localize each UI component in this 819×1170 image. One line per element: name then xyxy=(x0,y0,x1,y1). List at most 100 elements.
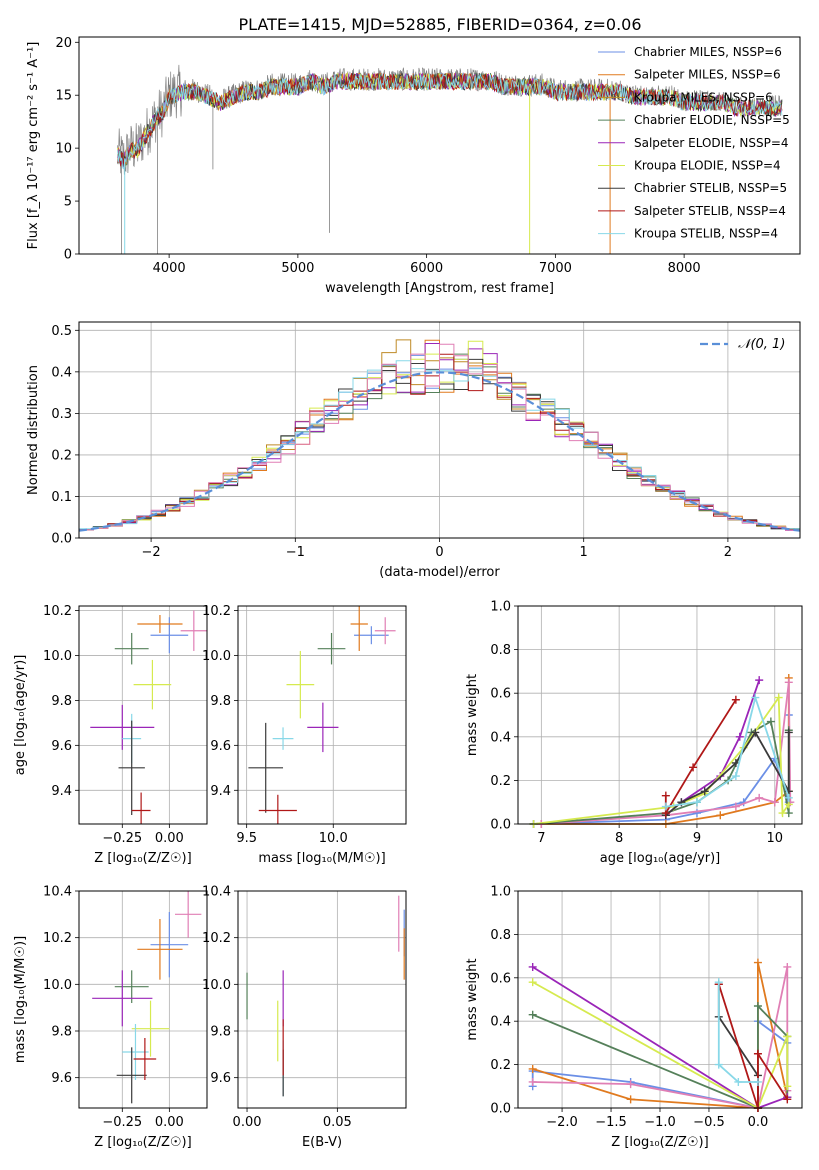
y-tick-label: 10.4 xyxy=(43,885,72,900)
x-tick-label: −0.25 xyxy=(102,831,142,846)
y-tick-label: 9.8 xyxy=(210,694,231,709)
mass-vs-ebv-x-axis-label: E(B-V) xyxy=(302,1135,342,1150)
legend-label-normal: 𝒩(0, 1) xyxy=(738,337,785,352)
x-tick-label: −1.5 xyxy=(595,1115,627,1130)
residuals-axes: −2 −1 0 1 2 0.0 0.1 0.2 0.3 0.4 0.5 xyxy=(51,322,800,560)
series-marker xyxy=(753,958,762,967)
y-tick-label: 9.8 xyxy=(51,1025,72,1040)
y-tick-label: 10.0 xyxy=(202,978,231,993)
age-vs-Z-y-axis-label: age [log₁₀(age/yr)] xyxy=(13,655,28,776)
spectrum-model-kroupa-stelib xyxy=(117,72,783,170)
series-marker xyxy=(774,693,783,702)
series-marker xyxy=(753,1077,762,1086)
series-marker xyxy=(661,802,670,811)
y-tick-label: 15 xyxy=(55,89,72,104)
massweight-vs-age-series xyxy=(529,673,795,828)
x-tick-label: 0.00 xyxy=(155,1115,184,1130)
series-marker xyxy=(755,793,764,802)
spectrum-x-axis-label: wavelength [Angstrom, rest frame] xyxy=(325,281,554,296)
y-tick-label: 10 xyxy=(55,142,72,157)
x-tick-label: 7 xyxy=(537,831,545,846)
age-vs-Z-points xyxy=(90,610,207,824)
x-tick-label: −2.0 xyxy=(546,1115,578,1130)
series-marker xyxy=(784,793,793,802)
y-tick-label: 10.2 xyxy=(43,931,72,946)
spectrum-axes: 4000 5000 6000 7000 8000 0 5 10 15 20 xyxy=(55,36,700,276)
series-marker xyxy=(528,978,537,987)
y-tick-label: 0.8 xyxy=(490,643,511,658)
series-marker xyxy=(751,693,760,702)
spectrum-y-axis-label: Flux [f_λ 10⁻¹⁷ erg cm⁻² s⁻¹ A⁻¹] xyxy=(26,42,41,250)
y-tick-label: 0.4 xyxy=(490,730,511,745)
figure-title: PLATE=1415, MJD=52885, FIBERID=0364, z=0… xyxy=(238,15,641,34)
y-tick-label: 0.8 xyxy=(490,928,511,943)
series-line-kroupa-elodie xyxy=(532,981,789,1110)
x-tick-label: 0.00 xyxy=(155,831,184,846)
age-vs-mass-axes: 9.5 10.0 9.4 9.6 9.8 10.0 10.2 xyxy=(202,604,406,846)
series-marker xyxy=(753,1002,762,1011)
series-marker xyxy=(714,978,723,987)
massweight-vs-age-axes: 7 8 9 10 0.0 0.2 0.4 0.6 0.8 1.0 xyxy=(490,600,802,846)
series-marker xyxy=(731,772,740,781)
age-vs-mass-x-axis-label: mass [log₁₀(M/M☉)] xyxy=(258,851,385,866)
massweight-vs-Z-x-axis-label: Z [log₁₀(Z/Z☉)] xyxy=(611,1135,708,1150)
mass-vs-ebv-points xyxy=(246,895,405,1097)
residual-histograms xyxy=(79,339,800,533)
x-tick-label: 6000 xyxy=(410,261,443,276)
mass-vs-Z-frame xyxy=(78,890,208,1109)
y-tick-label: 0 xyxy=(64,248,72,263)
x-tick-label: −0.25 xyxy=(102,1115,142,1130)
mass-vs-Z-points xyxy=(92,891,202,1104)
series-marker xyxy=(735,732,744,741)
series-marker xyxy=(753,1049,762,1058)
y-tick-label: 9.8 xyxy=(51,694,72,709)
y-tick-label: 10.2 xyxy=(43,604,72,619)
x-tick-label: 0.0 xyxy=(748,1115,769,1130)
x-tick-label: 8000 xyxy=(668,261,701,276)
age-vs-Z-frame xyxy=(78,605,208,825)
mass-vs-Z-y-axis-label: mass [log₁₀(M/M☉)] xyxy=(13,936,28,1063)
y-tick-label: 0.2 xyxy=(490,1058,511,1073)
y-tick-label: 10.0 xyxy=(202,649,231,664)
x-tick-label: 4000 xyxy=(153,261,186,276)
y-tick-label: 0.4 xyxy=(490,1015,511,1030)
legend-label: Kroupa MILES, NSSP=6 xyxy=(634,90,773,104)
series-marker xyxy=(528,1010,537,1019)
y-tick-label: 10.2 xyxy=(202,604,231,619)
y-tick-label: 10.0 xyxy=(43,978,72,993)
series-marker xyxy=(778,809,787,818)
spectrum-frame xyxy=(78,36,801,255)
massweight-vs-age-x-axis-label: age [log₁₀(age/yr)] xyxy=(600,851,721,866)
massweight-vs-age-frame xyxy=(517,605,803,825)
x-tick-label: 0 xyxy=(435,545,443,560)
legend-label: Chabrier ELODIE, NSSP=5 xyxy=(634,113,790,127)
series-marker xyxy=(661,791,670,800)
mass-vs-ebv-axes: 0.00 0.05 9.6 9.8 10.0 10.2 10.4 xyxy=(202,885,406,1130)
residuals-x-axis-label: (data-model)/error xyxy=(379,565,500,580)
age-vs-Z-axes: −0.25 0.00 9.4 9.6 9.8 10.0 10.2 xyxy=(43,604,207,846)
series-marker xyxy=(783,1082,792,1091)
x-tick-label: −1.0 xyxy=(644,1115,676,1130)
series-marker xyxy=(714,1060,723,1069)
y-tick-label: 0.3 xyxy=(51,407,72,422)
y-tick-label: 0.5 xyxy=(51,324,72,339)
spectrum-model-salpeter-stelib xyxy=(117,72,783,167)
series-marker xyxy=(528,1077,537,1086)
y-tick-label: 9.6 xyxy=(210,1071,231,1086)
y-tick-label: 9.4 xyxy=(210,784,231,799)
x-tick-label: 10.0 xyxy=(319,831,348,846)
series-marker xyxy=(783,1032,792,1041)
y-tick-label: 20 xyxy=(55,36,72,51)
x-tick-label: −2 xyxy=(142,545,161,560)
x-tick-label: −0.5 xyxy=(693,1115,725,1130)
spectrum-curves xyxy=(117,64,783,254)
series-marker xyxy=(626,1095,635,1104)
series-marker xyxy=(528,962,537,971)
y-tick-label: 5 xyxy=(64,195,72,210)
y-tick-label: 9.6 xyxy=(51,739,72,754)
residuals-frame xyxy=(78,321,801,539)
y-tick-label: 10.4 xyxy=(202,885,231,900)
mass-vs-Z-x-axis-label: Z [log₁₀(Z/Z☉)] xyxy=(94,1135,191,1150)
legend-label: Chabrier MILES, NSSP=6 xyxy=(634,45,782,59)
y-tick-label: 0.0 xyxy=(490,1102,511,1117)
